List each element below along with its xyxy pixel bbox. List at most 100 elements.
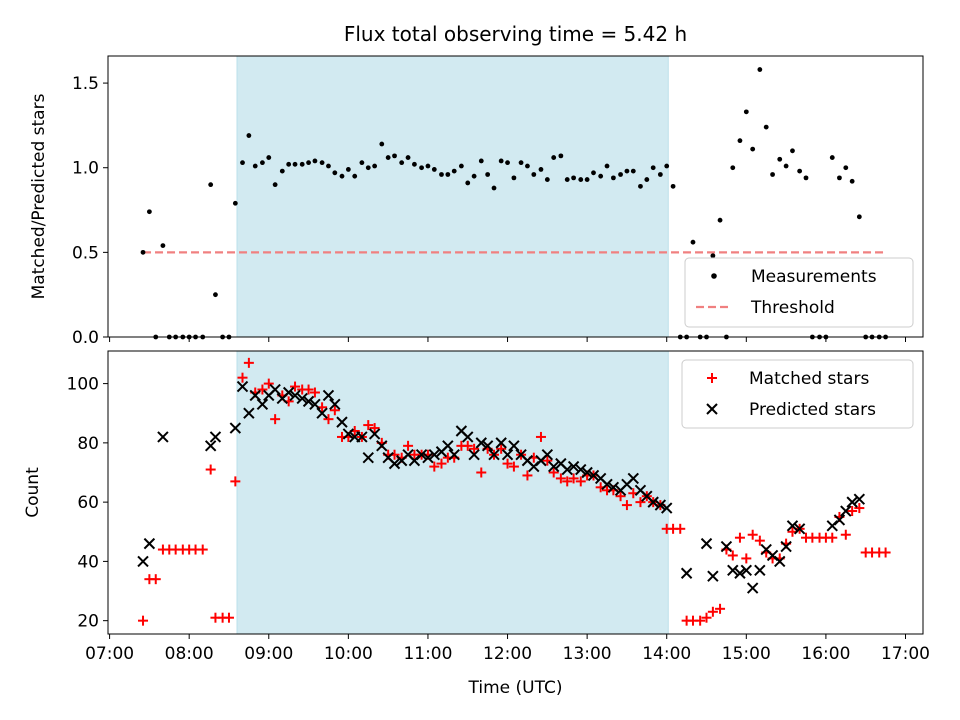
predicted-star-point-b bbox=[428, 449, 441, 461]
predicted-star-point-b bbox=[243, 407, 255, 419]
matched-star-point bbox=[621, 500, 632, 511]
predicted-star-point bbox=[143, 537, 156, 550]
measurement-point bbox=[392, 153, 397, 159]
predicted-star-point-b bbox=[137, 555, 149, 568]
predicted-star-point-b bbox=[641, 490, 653, 502]
predicted-star-point-b bbox=[442, 440, 454, 452]
matched-star-point bbox=[701, 612, 712, 623]
predicted-star-point bbox=[833, 514, 846, 526]
predicted-star-point-b bbox=[654, 499, 667, 511]
predicted-star-point-b bbox=[561, 463, 573, 476]
predicted-star-point-b bbox=[853, 493, 866, 505]
measurement-point bbox=[208, 182, 214, 188]
measurement-point bbox=[670, 183, 676, 189]
measurement-point bbox=[292, 161, 298, 167]
measurement-point bbox=[777, 156, 783, 162]
x-tick-label: 12:00 bbox=[483, 644, 532, 664]
matched-star-point bbox=[257, 384, 268, 395]
measurement-point bbox=[399, 160, 405, 166]
bottom-panel: 07:00 08:00 09:00 10:00 11:00 12:00 13:00 14:00… bbox=[23, 350, 930, 698]
matched-star-point bbox=[290, 381, 301, 392]
matched-star-point bbox=[827, 532, 838, 543]
bottom-y-tick-label: 80 bbox=[77, 434, 99, 454]
predicted-star-point bbox=[587, 469, 600, 482]
predicted-star-point-b bbox=[547, 460, 560, 473]
predicted-star-point bbox=[720, 540, 733, 553]
predicted-star-point-b bbox=[746, 582, 759, 594]
legend-cross-marker bbox=[706, 403, 718, 415]
measurement-point bbox=[332, 170, 338, 176]
measurement-point bbox=[326, 163, 331, 169]
predicted-star-point bbox=[269, 383, 281, 396]
matched-star-point bbox=[197, 544, 208, 555]
predicted-star-point bbox=[780, 540, 792, 553]
predicted-star-point bbox=[229, 422, 242, 434]
measurement-point bbox=[690, 239, 696, 245]
predicted-star-point-b bbox=[575, 463, 587, 476]
predicted-star-point-b bbox=[256, 398, 269, 411]
top-y-tick-label: 1.5 bbox=[72, 74, 99, 94]
matched-star-point bbox=[741, 553, 752, 564]
predicted-star-point bbox=[322, 389, 335, 402]
measurement-point bbox=[419, 165, 424, 171]
measurement-point bbox=[412, 161, 417, 167]
matched-star-point bbox=[542, 455, 553, 466]
predicted-star-point-b bbox=[309, 398, 321, 411]
measurement-point bbox=[345, 167, 351, 172]
measurement-point bbox=[511, 175, 517, 181]
measurement-point bbox=[213, 292, 218, 298]
legend-matched-stars-label: Matched stars bbox=[749, 369, 869, 389]
predicted-star-point bbox=[853, 493, 866, 505]
predicted-star-point-b bbox=[634, 484, 647, 496]
top-y-tick-label: 1.0 bbox=[72, 159, 99, 179]
predicted-star-point bbox=[561, 463, 573, 476]
predicted-star-point bbox=[309, 398, 321, 411]
predicted-star-point bbox=[734, 567, 746, 579]
measurement-point bbox=[306, 160, 311, 166]
measurement-point bbox=[405, 155, 411, 160]
matched-star-point bbox=[429, 461, 440, 472]
measurement-point bbox=[843, 165, 849, 171]
predicted-star-point bbox=[786, 520, 799, 532]
x-tick-label: 11:00 bbox=[403, 644, 452, 664]
measurement-point bbox=[286, 161, 292, 167]
top-legend: Measurements Threshold bbox=[684, 257, 914, 328]
predicted-star-point bbox=[707, 570, 719, 582]
predicted-star-point bbox=[388, 457, 401, 470]
measurement-point bbox=[618, 172, 623, 177]
bottom-y-tick-label: 20 bbox=[77, 612, 99, 632]
measurement-point bbox=[518, 160, 524, 166]
predicted-star-point bbox=[362, 451, 374, 464]
predicted-star-point bbox=[462, 431, 474, 443]
matched-star-point bbox=[502, 458, 513, 469]
measurement-point bbox=[763, 124, 769, 130]
predicted-star-point bbox=[282, 386, 295, 399]
matched-star-point bbox=[880, 547, 891, 558]
measurement-point bbox=[630, 168, 636, 174]
observing-window-shade-bottom bbox=[236, 350, 669, 635]
measurement-point bbox=[445, 172, 451, 177]
predicted-star-point-b bbox=[329, 398, 341, 411]
predicted-star-point bbox=[243, 407, 255, 419]
predicted-star-point-b bbox=[720, 540, 733, 553]
measurement-point bbox=[279, 168, 285, 174]
matched-star-point bbox=[555, 473, 566, 484]
predicted-star-point bbox=[793, 523, 806, 535]
measurement-point bbox=[783, 163, 789, 169]
predicted-star-point-b bbox=[707, 570, 719, 582]
matched-star-point bbox=[754, 535, 765, 546]
matched-star-point bbox=[476, 467, 487, 478]
x-tick-label: 16:00 bbox=[801, 644, 850, 664]
measurement-point bbox=[160, 243, 166, 248]
predicted-star-point bbox=[495, 437, 507, 449]
legend-predicted-stars-label: Predicted stars bbox=[749, 400, 876, 420]
chart-title: Flux total observing time = 5.42 h bbox=[344, 22, 687, 46]
matched-star-point bbox=[635, 497, 646, 508]
predicted-star-point-b bbox=[627, 472, 640, 485]
measurement-point bbox=[439, 172, 444, 177]
bottom-legend-box bbox=[681, 359, 914, 429]
matched-star-point bbox=[707, 606, 718, 617]
predicted-star-point-b bbox=[362, 451, 374, 464]
measurement-point bbox=[730, 165, 736, 171]
measurement-point bbox=[252, 163, 258, 169]
